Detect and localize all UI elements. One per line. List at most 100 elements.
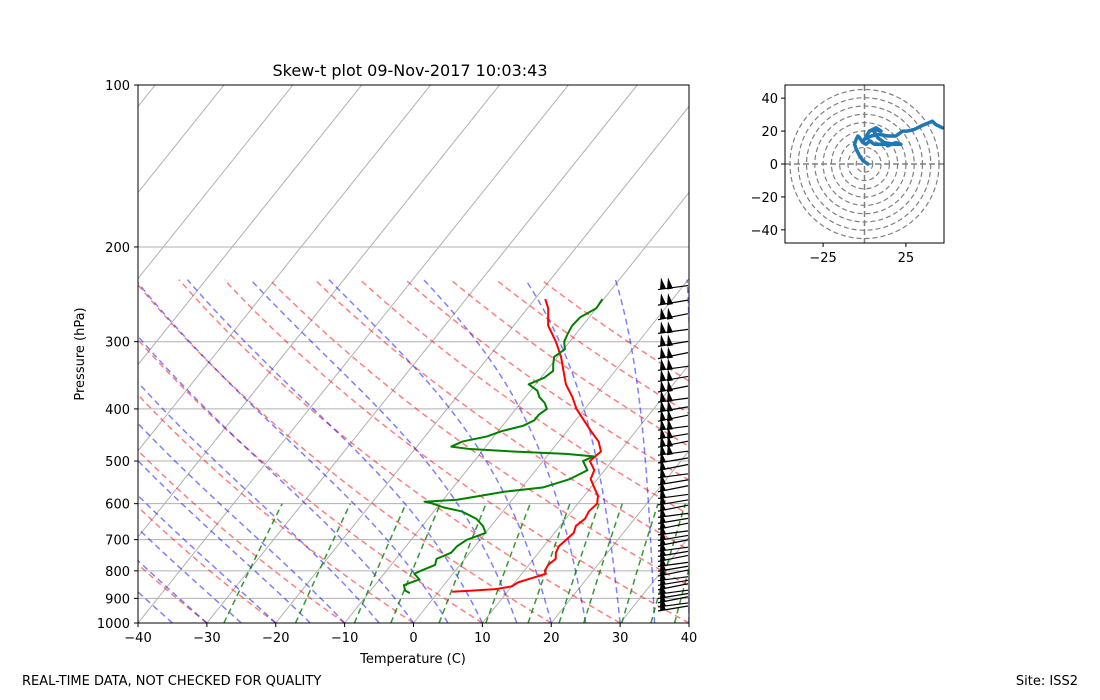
barb-flag — [660, 380, 666, 393]
mixing-ratio-line — [223, 503, 283, 623]
hodograph-y-tick-label: −20 — [751, 191, 778, 206]
y-tick-label: 700 — [105, 534, 130, 549]
barb-flag — [667, 358, 673, 371]
dry-adiabat-line — [178, 279, 621, 623]
wind-barb — [657, 380, 689, 393]
y-tick-label: 400 — [105, 403, 130, 418]
hodograph-trace — [852, 119, 944, 166]
moist-adiabat-line — [186, 279, 484, 623]
x-tick-label: −20 — [262, 631, 289, 646]
wind-barb — [657, 369, 689, 382]
moist-adiabat-line — [138, 559, 208, 623]
isotherm-line — [0, 85, 17, 623]
barb-flag — [667, 418, 673, 431]
wind-barb — [657, 293, 689, 306]
y-tick-label: 200 — [105, 241, 130, 256]
isotherm-line — [138, 85, 294, 280]
wind-barb — [657, 599, 689, 612]
x-tick-label: 20 — [543, 631, 560, 646]
hodograph-x-axis: −25 25 — [809, 243, 914, 266]
hodograph-chart: −25 25 −40 −20 0 20 40 — [751, 84, 945, 266]
moist-adiabat-line — [138, 422, 346, 623]
y-axis: 100 200 300 400 500 600 700 800 900 1000 — [97, 79, 138, 632]
barb-flag — [667, 369, 673, 382]
barb-flag — [660, 307, 666, 320]
barb-flag — [660, 390, 666, 403]
mixing-ratio-line — [650, 503, 687, 623]
dry-adiabat-line — [495, 279, 689, 415]
moist-adiabat-line — [138, 459, 311, 623]
dry-adiabat-line — [138, 449, 346, 623]
hodograph-ring — [855, 155, 874, 173]
mixing-ratio-line — [558, 503, 600, 623]
isotherm-line — [413, 277, 689, 623]
isotherm-line — [138, 85, 500, 538]
hodograph-x-tick-label: 25 — [898, 251, 915, 266]
moist-adiabat-line — [614, 279, 656, 623]
plot-frame — [137, 84, 690, 624]
hodograph-y-tick-label: 40 — [761, 92, 778, 107]
isotherm-line — [206, 85, 638, 623]
hodograph-y-tick-label: −40 — [751, 224, 778, 239]
barb-flag — [660, 435, 666, 448]
isotherm-line — [138, 85, 569, 623]
barb-flag — [667, 380, 673, 393]
y-tick-label: 1000 — [97, 617, 130, 632]
isotherm-line — [138, 85, 363, 366]
y-tick-label: 600 — [105, 498, 130, 513]
y-tick-label: 900 — [105, 592, 130, 607]
x-tick-label: 40 — [681, 631, 698, 646]
mixing-ratio-line — [527, 503, 571, 623]
x-tick-label: 10 — [474, 631, 491, 646]
moist-adiabat-line — [138, 335, 415, 623]
wind-barb — [657, 277, 689, 291]
barb-flag — [667, 399, 673, 412]
dry-adiabat-line — [138, 393, 414, 623]
barb-flag — [660, 346, 666, 359]
y-tick-label: 800 — [105, 565, 130, 580]
wind-barb — [657, 321, 689, 334]
barb-flag — [660, 358, 666, 371]
barb-flag — [660, 418, 666, 431]
chart-title: Skew-t plot 09-Nov-2017 10:03:43 — [272, 61, 547, 80]
mixing-ratio-line — [294, 503, 351, 623]
isotherm-line — [550, 450, 689, 623]
temperature-line — [452, 298, 602, 593]
wind-barb — [657, 307, 689, 321]
isotherm-line — [481, 363, 689, 623]
isotherm-line — [619, 536, 689, 623]
dry-adiabat-line — [138, 338, 483, 623]
moist-adiabat-line — [524, 279, 621, 623]
sounding-traces — [402, 298, 604, 595]
moist-adiabat-line — [138, 381, 380, 623]
isotherm-line — [758, 85, 1100, 623]
hodograph-line — [852, 119, 944, 166]
wind-barb — [657, 418, 689, 431]
mixing-ratio-line — [390, 503, 442, 623]
isotherm-line — [275, 105, 689, 623]
hodograph-y-tick-label: 0 — [770, 158, 778, 173]
barb-flag — [660, 277, 666, 290]
dry-adiabat-line — [268, 279, 689, 587]
barb-flag — [667, 443, 673, 456]
x-axis: −40 −30 −20 −10 0 10 20 30 40 — [124, 623, 697, 646]
mixing-ratio-line — [438, 503, 487, 623]
barb-flag — [660, 399, 666, 412]
reference-lines — [0, 85, 1100, 623]
x-tick-label: −30 — [193, 631, 220, 646]
moist-adiabat-line — [138, 281, 449, 623]
barb-flag — [667, 426, 673, 439]
barb-flag — [667, 277, 673, 290]
moist-adiabat-line — [328, 279, 552, 623]
hodograph-ring — [839, 138, 890, 190]
barb-flag — [667, 293, 673, 306]
moist-adiabat-line — [422, 279, 587, 623]
isotherm-line — [138, 85, 225, 194]
barb-flag — [660, 409, 666, 422]
isotherm-line — [138, 85, 432, 452]
x-tick-label: −10 — [331, 631, 358, 646]
y-axis-label: Pressure (hPa) — [73, 307, 88, 400]
barb-flag — [667, 390, 673, 403]
barb-flag — [660, 369, 666, 382]
